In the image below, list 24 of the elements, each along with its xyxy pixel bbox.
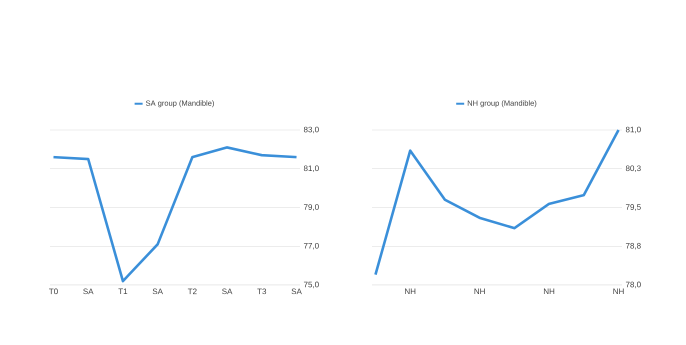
y-tick-label: 80,3 (626, 165, 641, 172)
line-series (374, 128, 620, 276)
y-tick-label: 79,5 (626, 204, 641, 211)
x-tick-label: T0 (48, 288, 58, 294)
x-tick-label: T1 (118, 288, 128, 294)
y-tick-label: 83,0 (304, 126, 319, 134)
y-tick-label: 77,0 (304, 242, 319, 250)
x-tick-label: NH (405, 288, 416, 294)
y-tick-label: 79,0 (304, 204, 319, 211)
x-tick-label: T2 (188, 288, 197, 294)
line-series (52, 146, 298, 282)
x-tick-label: T3 (257, 288, 266, 294)
x-tick-label: SA (152, 288, 163, 294)
y-tick-label: 81,0 (304, 165, 319, 172)
x-tick-label: NH (544, 288, 554, 294)
x-tick-label: SA (292, 288, 302, 294)
x-tick-label: NH (474, 288, 485, 294)
y-tick-label: 78,8 (626, 242, 641, 250)
y-tick-label: 75,0 (304, 282, 319, 288)
x-tick-label: SA (222, 288, 232, 294)
x-tick-label: SA (83, 288, 94, 294)
x-tick-label: NH (613, 288, 624, 294)
y-tick-label: 78,0 (626, 282, 641, 288)
y-tick-label: 81,0 (626, 126, 641, 134)
